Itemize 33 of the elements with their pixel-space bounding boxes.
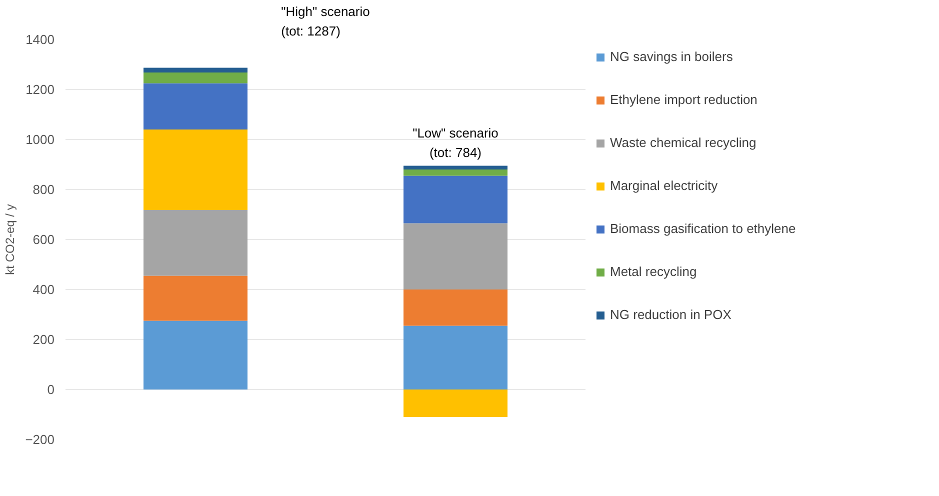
- bar: [404, 176, 508, 224]
- y-tick-label: 1000: [26, 132, 54, 147]
- y-tick-label: 600: [32, 232, 55, 247]
- bar: [404, 390, 508, 417]
- bar: [404, 290, 508, 326]
- bar: [404, 170, 508, 176]
- y-tick-label: 1400: [26, 32, 54, 47]
- y-tick-label: 200: [32, 332, 55, 347]
- bar: [144, 210, 248, 276]
- y-tick-label: 0: [47, 382, 55, 397]
- y-tick-label: 400: [32, 282, 55, 297]
- bar: [404, 223, 508, 290]
- bar: [144, 68, 248, 72]
- bar: [144, 276, 248, 321]
- bar: [144, 83, 248, 130]
- legend-label: NG savings in boilers: [610, 49, 733, 64]
- bar: [144, 72, 248, 84]
- y-tick-label: 1200: [26, 82, 54, 97]
- bar: [144, 320, 248, 390]
- legend-label: Biomass gasification to ethylene: [610, 221, 796, 236]
- legend-label: Marginal electricity: [610, 178, 718, 193]
- annotation: "Low" scenario (tot: 784): [412, 125, 498, 160]
- y-tick-label: 800: [32, 182, 55, 197]
- text: "High" scenario (tot: 1287): [281, 4, 370, 38]
- y-tick-label: −200: [25, 432, 55, 447]
- y-axis-title: kt CO2-eq / y: [3, 204, 18, 275]
- bar: [144, 130, 248, 210]
- bar: [404, 166, 508, 170]
- legend-label: Waste chemical recycling: [610, 135, 756, 150]
- legend-label: Metal recycling: [610, 264, 697, 279]
- legend-label: NG reduction in POX: [610, 307, 732, 322]
- bar: [404, 326, 508, 390]
- legend-label: Ethylene import reduction: [610, 92, 758, 107]
